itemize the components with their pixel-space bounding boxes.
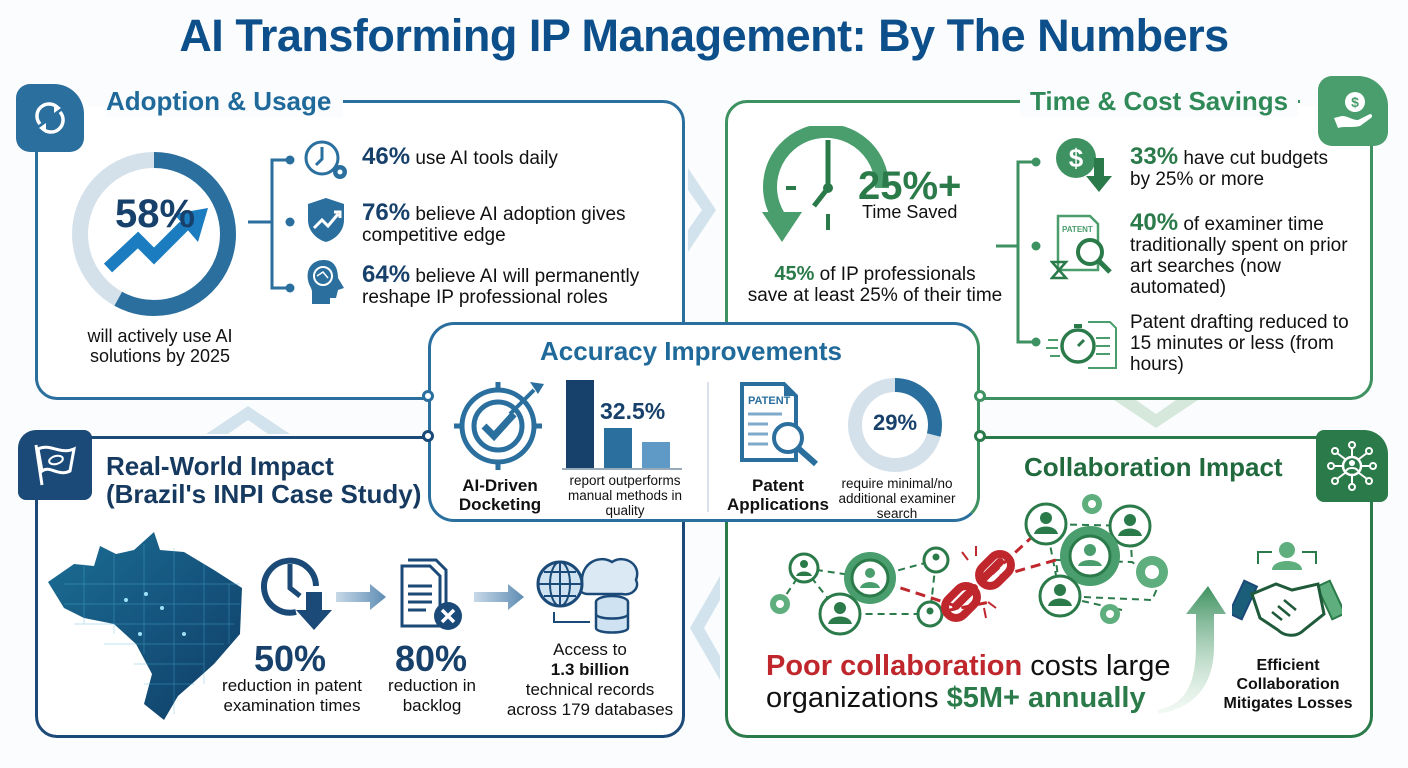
time-cost-bracket-connector (996, 157, 1041, 347)
arrow-right-icon (474, 584, 524, 610)
real-world-stat-1-caption: reduction in patent examination times (222, 676, 362, 715)
adoption-item-1: 46% use AI tools daily (362, 143, 558, 170)
page-title: AI Transforming IP Management: By The Nu… (179, 10, 1229, 61)
adoption-title: Adoption & Usage (106, 86, 344, 117)
connector-dot (974, 390, 986, 402)
patent-search-icon: PATENT (740, 382, 818, 467)
real-world-stat-2-value: 80% (394, 638, 468, 679)
docketing-value: 32.5% (600, 398, 666, 424)
dollar-down-icon: $ (1056, 138, 1112, 192)
clock-arrow-icon (762, 126, 890, 242)
bar-1 (566, 380, 594, 468)
collaboration-mitigation-label: Efficient Collaboration Mitigates Losses (1223, 657, 1353, 712)
accuracy-divider (707, 382, 709, 512)
document-x-icon (400, 558, 462, 630)
chevron-down-icon (1114, 400, 1198, 428)
growth-arrow-up-icon (1158, 586, 1226, 714)
adoption-item-3: 64% believe AI will permanently reshape … (362, 261, 640, 309)
chevron-up-icon (206, 406, 290, 434)
brazil-flag-icon (18, 430, 92, 500)
time-cost-item-1: 33% have cut budgets by 25% or more (1130, 143, 1329, 191)
adoption-item-2: 76% believe AI adoption gives competitiv… (362, 199, 626, 247)
target-check-icon (454, 382, 544, 470)
time-cost-hero-caption: 45% of IP professionals save at least 25… (747, 263, 1003, 307)
time-saved-value: 25%+ (858, 164, 962, 208)
globe-database-cloud-icon (536, 557, 639, 634)
time-saved-label: Time Saved (862, 202, 958, 222)
patent-apps-value: 29% (872, 410, 918, 435)
time-cost-item-3: Patent drafting reduced to 15 minutes or… (1130, 312, 1349, 375)
bar-3 (642, 442, 670, 468)
docketing-bar-chart (562, 380, 682, 470)
time-cost-title: Time & Cost Savings (1020, 86, 1299, 117)
network-person-icon (1316, 430, 1388, 502)
svg-text:$: $ (1351, 94, 1359, 110)
svg-text:$: $ (1069, 143, 1084, 173)
real-world-stat-3: Access to 1.3 billion technical records … (506, 640, 674, 719)
connector-dot (422, 390, 434, 402)
real-world-stat-2-caption: reduction in backlog (388, 676, 476, 715)
patent-applications-label: Patent Applications (726, 476, 829, 514)
chevron-left-icon (690, 576, 720, 680)
collaboration-statement: Poor collaboration costs large organizat… (766, 650, 1171, 714)
patent-hourglass-search-icon: PATENT (1050, 214, 1112, 280)
docketing-caption: report outperforms manual methods in qua… (567, 473, 683, 518)
svg-text:PATENT: PATENT (748, 395, 791, 407)
brain-head-icon (307, 260, 344, 304)
stopwatch-document-icon (1046, 321, 1117, 369)
patent-apps-donut-chart (848, 378, 942, 472)
real-world-stat-1-value: 50% (253, 638, 327, 679)
docketing-label: AI-Driven Docketing (458, 476, 542, 514)
svg-text:PATENT: PATENT (1062, 225, 1093, 234)
chevron-right-icon (688, 168, 716, 252)
brazil-map-graphic (48, 532, 242, 720)
hand-dollar-icon: $ (1318, 76, 1388, 146)
adoption-main-caption: will actively use AI solutions by 2025 (87, 326, 233, 366)
connector-dot (974, 430, 986, 442)
arrow-right-icon (336, 584, 386, 610)
collaboration-title: Collaboration Impact (1024, 452, 1283, 482)
time-cost-item-2: 40% of examiner time traditionally spent… (1130, 209, 1348, 299)
adoption-donut-chart (72, 152, 236, 316)
accuracy-title: Accuracy Improvements (540, 336, 843, 366)
connector-dot (422, 430, 434, 442)
clock-gear-icon (304, 140, 347, 179)
real-world-title: Real-World Impact (Brazil's INPI Case St… (106, 451, 422, 509)
bar-2 (604, 428, 632, 468)
refresh-cycle-icon (16, 84, 84, 152)
adoption-main-value: 58% (114, 192, 196, 236)
handshake-icon (1232, 542, 1342, 637)
patent-apps-caption: require minimal/no additional examiner s… (838, 476, 956, 521)
broken-network-graphic (770, 494, 1168, 636)
shield-growth-icon (308, 198, 344, 242)
adoption-bracket-connector (248, 155, 295, 293)
clock-down-icon (261, 557, 332, 630)
